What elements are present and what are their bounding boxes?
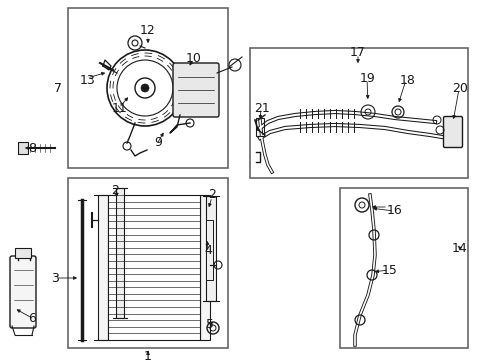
Bar <box>108 195 200 340</box>
Text: 8: 8 <box>28 141 36 154</box>
Text: 1: 1 <box>144 350 152 360</box>
Text: 13: 13 <box>80 73 96 86</box>
Text: 5: 5 <box>205 319 214 332</box>
Text: 18: 18 <box>399 73 415 86</box>
Text: 15: 15 <box>381 264 397 276</box>
Text: 6: 6 <box>28 311 36 324</box>
Bar <box>68 178 227 348</box>
FancyBboxPatch shape <box>173 63 219 117</box>
Text: 7: 7 <box>54 81 62 94</box>
Bar <box>15 248 31 258</box>
FancyBboxPatch shape <box>443 117 462 148</box>
Bar <box>18 142 28 154</box>
Text: 4: 4 <box>203 243 211 256</box>
Text: 9: 9 <box>154 135 162 148</box>
Bar <box>256 118 264 136</box>
Bar <box>98 195 108 340</box>
Bar <box>249 48 467 178</box>
Text: 2: 2 <box>207 189 216 202</box>
Bar <box>205 220 213 280</box>
Text: 16: 16 <box>386 203 402 216</box>
Bar <box>339 188 467 348</box>
Text: 11: 11 <box>112 102 128 114</box>
Text: 17: 17 <box>349 45 365 58</box>
Text: 20: 20 <box>451 81 467 94</box>
Bar <box>205 196 216 301</box>
Text: 14: 14 <box>451 242 467 255</box>
Text: 21: 21 <box>254 102 269 114</box>
Bar <box>200 195 209 340</box>
Text: 10: 10 <box>185 51 202 64</box>
Text: 3: 3 <box>51 271 59 284</box>
Bar <box>68 8 227 168</box>
Bar <box>116 188 124 318</box>
Text: 12: 12 <box>140 23 156 36</box>
Text: 19: 19 <box>359 72 375 85</box>
Text: 2: 2 <box>111 184 119 197</box>
Circle shape <box>141 84 149 92</box>
FancyBboxPatch shape <box>10 256 36 328</box>
